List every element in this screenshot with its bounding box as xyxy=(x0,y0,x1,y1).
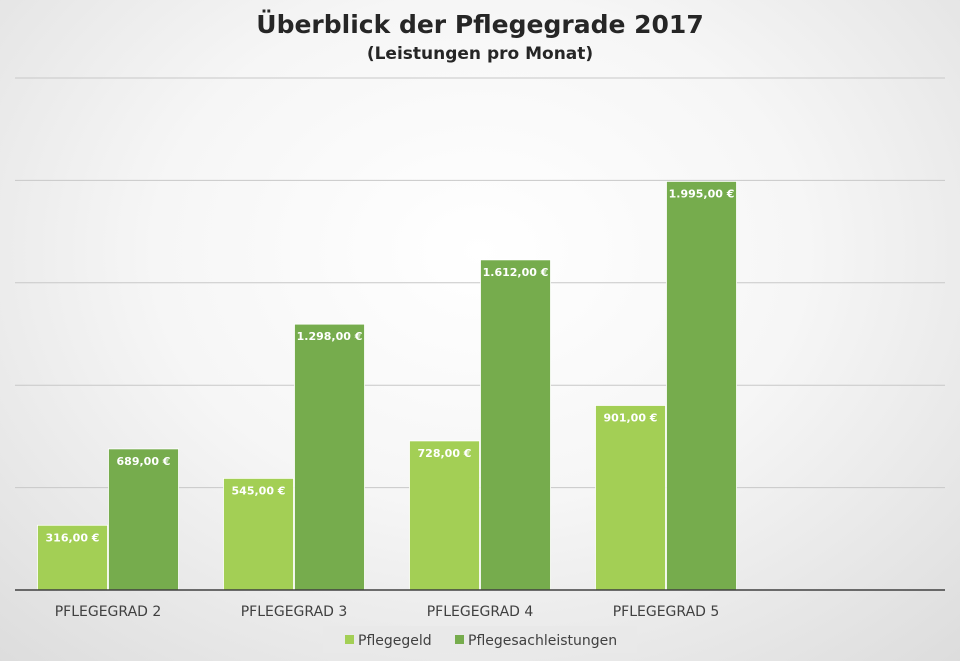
bar-pflegegeld-2 xyxy=(37,524,108,591)
x-tick-label: PFLEGEGRAD 2 xyxy=(55,604,162,620)
legend-label: Pflegesachleistungen xyxy=(468,633,617,649)
data-label: 901,00 € xyxy=(604,411,658,424)
chart-title: Überblick der Pflegegrade 2017 xyxy=(256,9,703,39)
chart-subtitle: (Leistungen pro Monat) xyxy=(367,44,593,64)
legend: Pflegegeld Pflegesachleistungen xyxy=(323,626,637,653)
legend-swatch xyxy=(455,635,464,644)
data-label: 545,00 € xyxy=(232,484,286,497)
data-label: 1.298,00 € xyxy=(297,330,363,343)
legend-box xyxy=(323,626,637,653)
x-tick-label: PFLEGEGRAD 5 xyxy=(613,604,720,620)
bar-pflegesachleistungen-2 xyxy=(108,448,179,591)
bar-pflegegeld-5 xyxy=(595,405,666,591)
legend-label: Pflegegeld xyxy=(358,633,432,649)
bar-pflegegeld-4 xyxy=(409,440,480,591)
data-label: 728,00 € xyxy=(418,447,472,460)
x-tick-label: PFLEGEGRAD 4 xyxy=(427,604,534,620)
data-label: 689,00 € xyxy=(117,455,171,468)
bars: 316,00 € 689,00 € 545,00 € 1.298,00 € 728,00… xyxy=(37,181,737,591)
gridlines xyxy=(15,77,945,489)
bar-pflegesachleistungen-5 xyxy=(666,181,737,591)
data-label: 1.612,00 € xyxy=(483,266,549,279)
data-label: 1.995,00 € xyxy=(669,187,735,200)
x-axis: PFLEGEGRAD 2 PFLEGEGRAD 3 PFLEGEGRAD 4 PFLE… xyxy=(15,589,945,620)
x-tick-label: PFLEGEGRAD 3 xyxy=(241,604,348,620)
bar-pflegesachleistungen-4 xyxy=(480,259,551,591)
data-label: 316,00 € xyxy=(46,531,100,544)
legend-swatch xyxy=(345,635,354,644)
bar-pflegesachleistungen-3 xyxy=(294,323,365,591)
